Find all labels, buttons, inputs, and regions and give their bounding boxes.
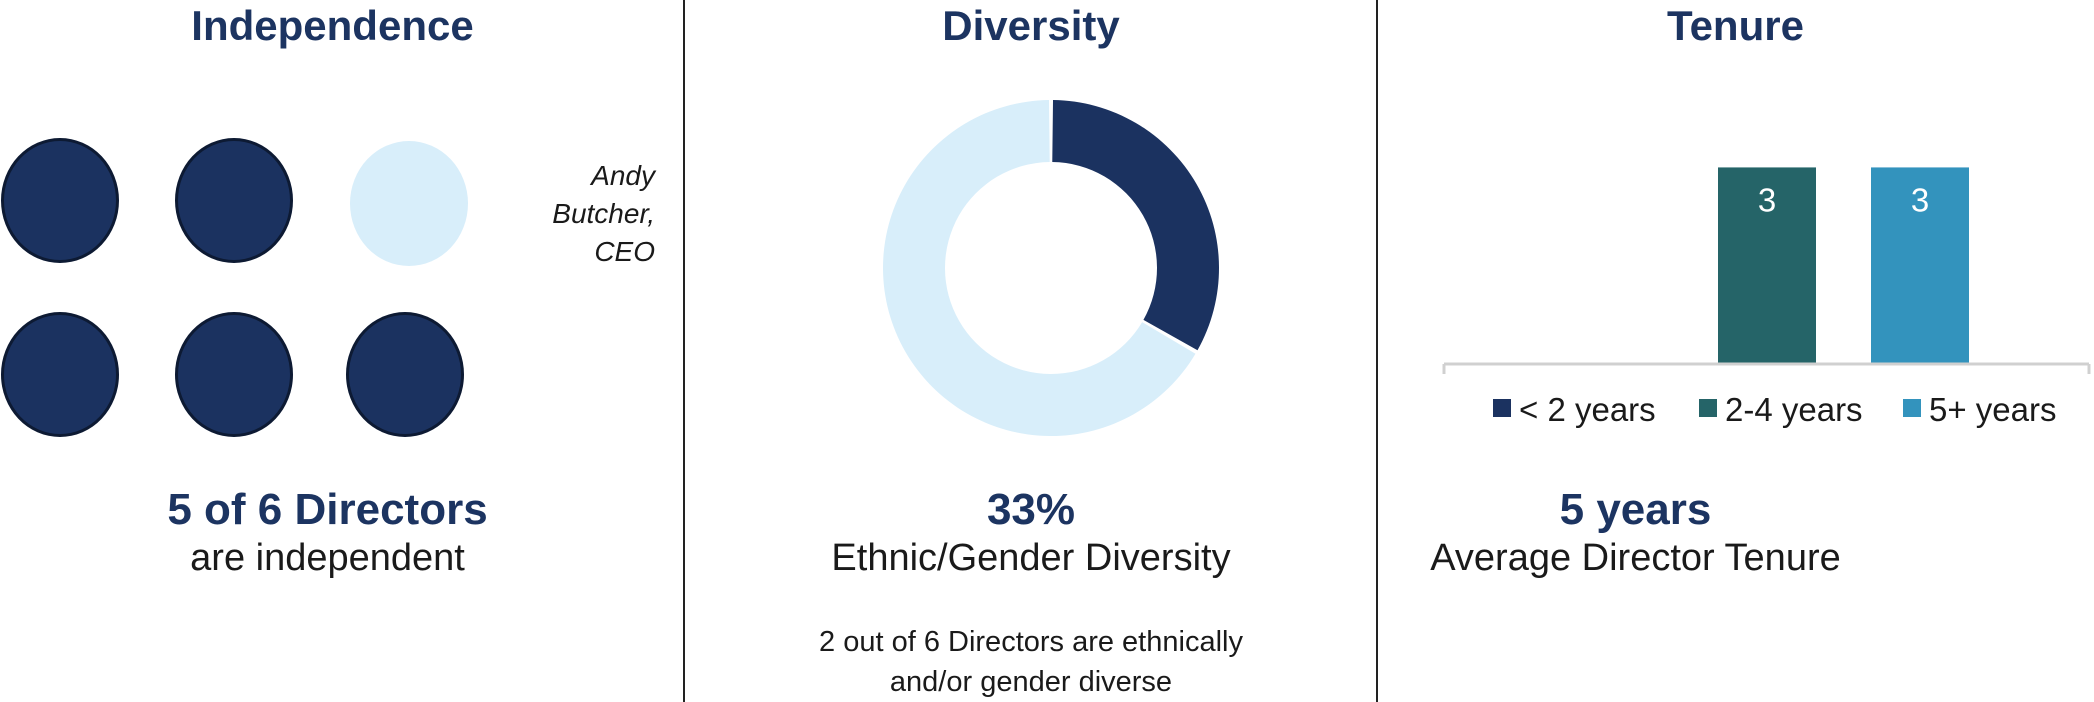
independence-subtitle: are independent xyxy=(190,537,465,579)
ceo-label-line: Butcher, xyxy=(552,198,655,229)
director-dot-ceo xyxy=(350,141,468,266)
tenure-bar-chart: 3 3 < 2 years 2-4 years 5+ years xyxy=(1442,167,2091,428)
tenure-bar xyxy=(1871,167,1969,364)
independence-title: Independence xyxy=(191,2,474,49)
donut-slice xyxy=(883,100,1196,437)
bar-data-label: 3 xyxy=(1758,181,1776,218)
bar-data-label: 3 xyxy=(1911,181,1929,218)
tenure-bar xyxy=(1718,167,1816,364)
ceo-label-line: Andy xyxy=(591,160,655,191)
director-dot-independent xyxy=(1,312,119,437)
director-dot-independent xyxy=(175,138,293,263)
legend-swatch xyxy=(1699,399,1717,417)
diversity-donut-chart xyxy=(883,100,1219,437)
ceo-label: Andy Butcher, CEO xyxy=(520,157,655,271)
tenure-title: Tenure xyxy=(1667,2,1804,49)
donut-slice xyxy=(1052,100,1219,351)
diversity-stat: 33% xyxy=(986,485,1076,534)
legend-label: < 2 years xyxy=(1519,391,1656,428)
diversity-subtitle: Ethnic/Gender Diversity xyxy=(831,537,1231,579)
diversity-title: Diversity xyxy=(942,2,1120,49)
independence-stat: 5 of 6 Directors xyxy=(167,485,488,534)
panel-divider xyxy=(1376,0,1378,702)
director-dot-independent xyxy=(1,138,119,263)
legend-label: 5+ years xyxy=(1929,391,2057,428)
diversity-note-line: and/or gender diverse xyxy=(889,666,1173,698)
diversity-note-line: 2 out of 6 Directors are ethnically xyxy=(819,626,1243,658)
director-dot-independent xyxy=(175,312,293,437)
diversity-note: 2 out of 6 Directors are ethnically and/… xyxy=(685,622,1377,702)
director-dot-independent xyxy=(346,312,464,437)
tenure-subtitle: Average Director Tenure xyxy=(1430,537,1841,579)
panel-divider xyxy=(683,0,685,702)
legend-swatch xyxy=(1493,399,1511,417)
legend-swatch xyxy=(1903,399,1921,417)
independence-panel: Independence Andy Butcher, CEO 5 of 6 Di… xyxy=(0,0,685,702)
tenure-panel: Tenure 3 3 < 2 years 2-4 years 5+ years 5 ye… xyxy=(1377,0,2094,702)
diversity-panel: Diversity 33% Ethnic/Gender Diversity 2 … xyxy=(685,0,1377,702)
legend-label: 2-4 years xyxy=(1725,391,1863,428)
ceo-label-line: CEO xyxy=(594,236,655,267)
tenure-stat: 5 years xyxy=(1559,485,1712,534)
